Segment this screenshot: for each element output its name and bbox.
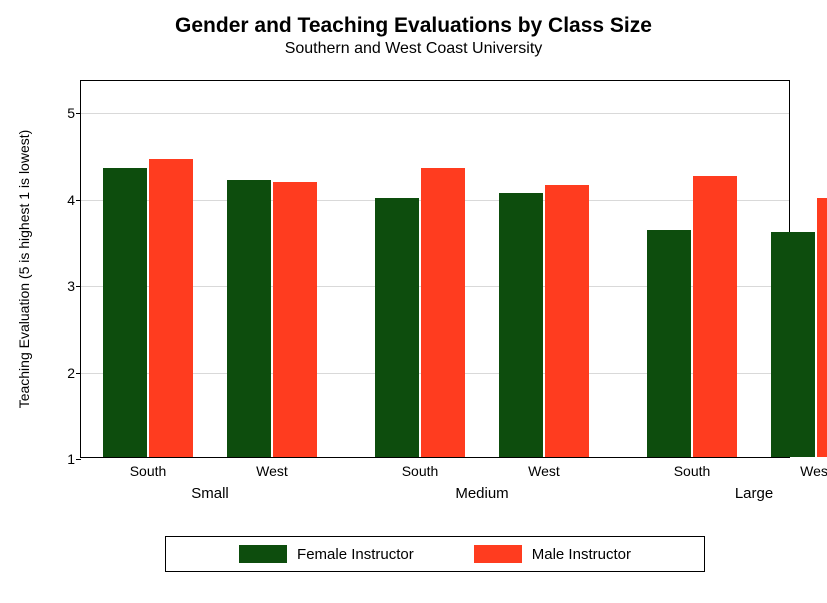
x-sub-label: South — [402, 457, 439, 479]
x-sub-label: South — [130, 457, 167, 479]
legend-swatch — [239, 545, 287, 563]
legend-swatch — [474, 545, 522, 563]
x-group-label: Medium — [455, 457, 508, 502]
y-tick-label: 2 — [67, 365, 81, 381]
bar-male — [273, 182, 317, 457]
y-tick-label: 1 — [67, 451, 81, 467]
bar-female — [103, 168, 147, 457]
y-tick-label: 3 — [67, 278, 81, 294]
chart-subtitle: Southern and West Coast University — [0, 38, 827, 58]
bar-male — [693, 176, 737, 457]
chart-title: Gender and Teaching Evaluations by Class… — [0, 0, 827, 38]
y-axis-title: Teaching Evaluation (5 is highest 1 is l… — [16, 130, 32, 409]
legend-label: Male Instructor — [532, 546, 631, 563]
legend-label: Female Instructor — [297, 546, 414, 563]
bar-male — [817, 198, 827, 457]
bar-male — [545, 185, 589, 457]
chart-container: Gender and Teaching Evaluations by Class… — [0, 0, 827, 603]
y-tick-label: 4 — [67, 192, 81, 208]
legend: Female Instructor Male Instructor — [165, 536, 705, 572]
x-sub-label: South — [674, 457, 711, 479]
x-sub-label: West — [528, 457, 560, 479]
bar-male — [421, 168, 465, 457]
x-sub-label: West — [256, 457, 288, 479]
bar-female — [227, 180, 271, 457]
bar-female — [771, 232, 815, 457]
plot-area: 12345SouthWestSmallSouthWestMediumSouthW… — [80, 80, 790, 458]
grid-line — [81, 113, 789, 114]
y-tick-label: 5 — [67, 105, 81, 121]
bar-female — [647, 230, 691, 457]
bar-female — [499, 193, 543, 457]
x-sub-label: West — [800, 457, 827, 479]
legend-item-male: Male Instructor — [474, 545, 631, 563]
x-group-label: Large — [735, 457, 773, 502]
bar-male — [149, 159, 193, 457]
x-group-label: Small — [191, 457, 229, 502]
legend-item-female: Female Instructor — [239, 545, 414, 563]
bar-female — [375, 198, 419, 457]
